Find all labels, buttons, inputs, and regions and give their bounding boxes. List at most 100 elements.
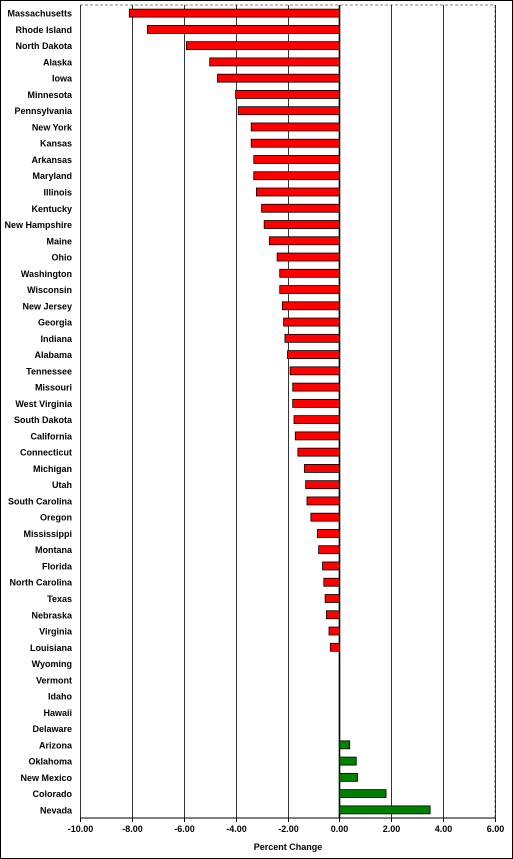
bar xyxy=(338,772,358,782)
bar xyxy=(237,106,340,116)
category-label: Illinois xyxy=(43,187,72,197)
bar xyxy=(294,431,340,441)
bar xyxy=(289,366,340,376)
category-label: California xyxy=(30,431,73,441)
category-label: Louisiana xyxy=(30,643,73,653)
bar xyxy=(322,561,340,571)
bar xyxy=(326,610,340,620)
category-label: Rhode Island xyxy=(15,25,72,35)
category-label: South Carolina xyxy=(8,496,73,506)
x-tick-label: 2.00 xyxy=(383,824,401,834)
category-label: Virginia xyxy=(39,627,73,637)
category-label: New Mexico xyxy=(20,773,72,783)
category-label: Vermont xyxy=(36,675,72,685)
category-label: Hawaii xyxy=(43,708,72,718)
bar xyxy=(292,382,340,392)
category-label: Kansas xyxy=(40,139,72,149)
category-label: Wyoming xyxy=(32,659,72,669)
category-label: Ohio xyxy=(52,253,73,263)
category-label: North Carolina xyxy=(9,578,72,588)
category-label: Kentucky xyxy=(31,204,72,214)
bar xyxy=(310,512,340,522)
x-tick-label: -2.00 xyxy=(278,824,299,834)
category-label: North Dakota xyxy=(15,41,72,51)
bar xyxy=(316,529,340,538)
category-label: Oregon xyxy=(40,513,72,523)
bar xyxy=(283,317,340,327)
x-tick-labels: -10.00 -8.00 -6.00 -4.00 -2.00 0.00 2.00 4.00 6.… xyxy=(68,824,505,834)
category-label: Idaho xyxy=(48,692,73,702)
category-label: Maine xyxy=(46,236,72,246)
bar xyxy=(293,415,340,425)
bar xyxy=(338,805,431,815)
bar xyxy=(268,236,340,246)
category-label: Alaska xyxy=(43,57,73,67)
category-label: New Hampshire xyxy=(4,220,72,230)
category-label: Nebraska xyxy=(31,610,73,620)
category-label: Connecticut xyxy=(20,448,72,458)
category-label: Maryland xyxy=(32,171,72,181)
bar xyxy=(279,285,340,294)
x-tick-label: 6.00 xyxy=(487,824,505,834)
x-tick-label: 0.00 xyxy=(331,824,349,834)
x-tick-label: -8.00 xyxy=(122,824,143,834)
bar xyxy=(276,252,340,262)
bar xyxy=(217,73,340,83)
category-label: Arkansas xyxy=(31,155,72,165)
bar xyxy=(287,350,340,359)
bar xyxy=(147,24,340,34)
bar xyxy=(329,642,340,652)
x-tick-label: 4.00 xyxy=(435,824,453,834)
bar xyxy=(328,626,340,636)
bar xyxy=(281,301,340,311)
category-label: Colorado xyxy=(33,789,73,799)
bar xyxy=(253,171,340,181)
category-label: Delaware xyxy=(32,724,72,734)
bar xyxy=(235,90,340,99)
category-label: Pennsylvania xyxy=(14,106,73,116)
bar xyxy=(263,220,340,229)
bar xyxy=(128,8,340,18)
category-label: Arizona xyxy=(39,740,73,750)
bar xyxy=(279,268,340,278)
category-label: Alabama xyxy=(34,350,73,360)
category-label: West Virginia xyxy=(15,399,73,409)
category-label: Massachusetts xyxy=(7,9,72,19)
bar xyxy=(303,464,340,473)
x-tick-label: -4.00 xyxy=(226,824,247,834)
category-label: Nevada xyxy=(40,805,73,815)
bar xyxy=(338,789,387,799)
category-label: Indiana xyxy=(40,334,72,344)
category-label: New Jersey xyxy=(22,301,72,311)
category-label: Mississippi xyxy=(23,529,72,539)
bar xyxy=(185,41,340,51)
bar xyxy=(284,333,340,343)
bar xyxy=(305,480,340,490)
bar xyxy=(250,138,340,148)
bar xyxy=(255,187,340,197)
bar xyxy=(292,398,340,408)
x-axis-label: Percent Change xyxy=(254,842,323,852)
category-label: Texas xyxy=(47,594,72,604)
bar xyxy=(250,122,340,132)
bar xyxy=(297,447,340,457)
category-label: Georgia xyxy=(38,318,73,328)
category-label: Montana xyxy=(35,545,73,555)
category-label: Tennessee xyxy=(26,366,72,376)
bar xyxy=(253,155,340,164)
category-label: Iowa xyxy=(52,74,73,84)
bar xyxy=(261,203,340,213)
category-label: Oklahoma xyxy=(28,757,73,767)
bar xyxy=(323,577,340,587)
bar xyxy=(209,57,340,67)
bars xyxy=(128,8,431,815)
bar xyxy=(324,594,340,603)
bar xyxy=(338,740,351,750)
x-tick-label: -10.00 xyxy=(68,824,94,834)
category-label: Minnesota xyxy=(27,90,72,100)
category-label: New York xyxy=(32,122,73,132)
bar xyxy=(306,496,340,506)
category-label: Michigan xyxy=(33,464,72,474)
bar xyxy=(318,545,340,555)
